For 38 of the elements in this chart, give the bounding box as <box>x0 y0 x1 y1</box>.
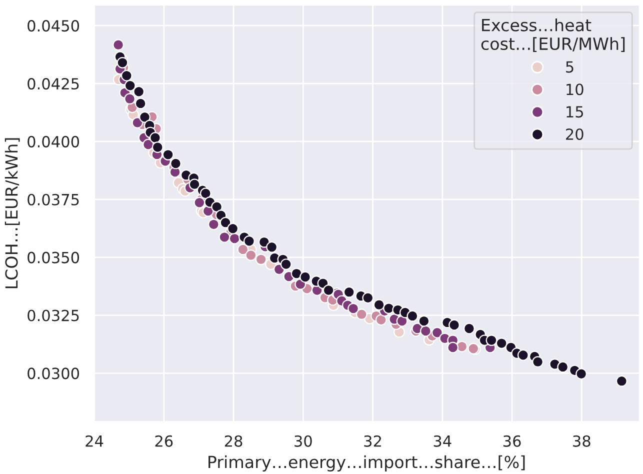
point <box>431 326 443 338</box>
x-tick-label: 24 <box>86 435 104 447</box>
legend-label: 5 <box>566 61 574 73</box>
y-tick-label: 0.0425 <box>28 78 79 90</box>
point <box>356 308 368 320</box>
y-tick-label: 0.0375 <box>28 194 79 206</box>
x-tick-label: 28 <box>224 435 242 447</box>
x-axis-title: Primary…energy…import…share…[%] <box>208 455 525 472</box>
point <box>255 254 267 266</box>
point <box>112 39 124 51</box>
x-tick-label: 34 <box>434 435 452 447</box>
point <box>420 325 432 337</box>
y-tick-label: 0.0325 <box>28 310 79 322</box>
legend-title: Excess…heat cost…[EUR/MWh] <box>481 18 625 52</box>
point <box>218 231 230 243</box>
point <box>245 250 257 261</box>
x-tick-label: 26 <box>155 435 173 447</box>
x-tick-label: 36 <box>503 435 521 447</box>
legend-label: 20 <box>566 128 584 140</box>
legend-label: 15 <box>566 106 584 118</box>
y-axis-title: LCOH…[EUR/kWh] <box>4 138 20 288</box>
y-tick-label: 0.0400 <box>28 136 80 148</box>
x-tick-label: 38 <box>573 435 590 447</box>
y-tick-label: 0.0350 <box>28 252 80 264</box>
legend-label: 10 <box>566 84 584 96</box>
y-tick-label: 0.0300 <box>28 368 80 380</box>
point <box>208 218 220 230</box>
point <box>375 314 387 326</box>
point <box>348 302 359 314</box>
point <box>237 244 249 256</box>
point <box>124 93 136 105</box>
x-tick-label: 30 <box>294 435 312 447</box>
point <box>228 232 240 244</box>
point <box>194 196 206 208</box>
y-tick-label: 0.0450 <box>28 20 80 32</box>
point <box>447 342 459 354</box>
x-tick-label: 32 <box>364 435 381 447</box>
point <box>132 116 144 128</box>
